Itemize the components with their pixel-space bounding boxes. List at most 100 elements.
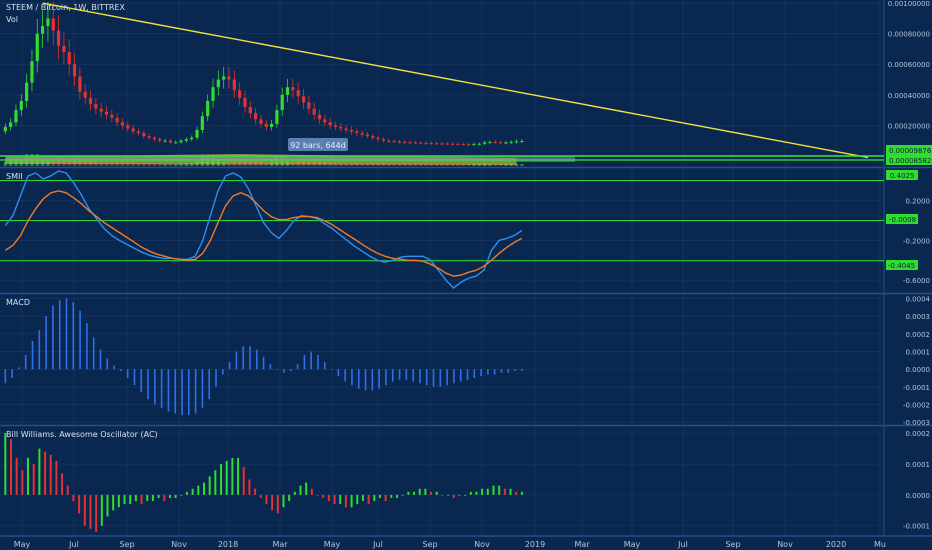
y-tick-label: -0.0002 <box>903 402 930 410</box>
x-tick-label: Mu <box>874 540 886 549</box>
candle-body <box>222 76 226 80</box>
x-tick-label: 2019 <box>525 540 545 549</box>
ac-title: Bill Williams. Awesome Oscillator (AC) <box>6 430 158 439</box>
smi-mid-value: -0.0008 <box>889 216 916 224</box>
ac-bar <box>271 494 274 511</box>
macd-bar <box>222 369 224 375</box>
price-lower-badge: 0.00008582 <box>886 155 932 165</box>
candle-body <box>46 18 50 26</box>
symbol-title: STEEM / Bitcoin, 1W, BITTREX <box>6 3 125 12</box>
ac-bar <box>49 454 52 495</box>
candle-body <box>243 97 247 108</box>
candle-body <box>504 142 508 144</box>
candle-body <box>51 18 55 31</box>
y-tick-label: 0.0004 <box>906 296 931 304</box>
candle-body <box>349 130 354 132</box>
candle-body <box>110 114 114 118</box>
macd-bar <box>378 369 380 389</box>
candle-body <box>120 122 125 126</box>
ac-bar <box>293 491 296 495</box>
candle-body <box>216 79 220 88</box>
candle-body <box>152 137 157 140</box>
ac-histogram <box>4 433 523 532</box>
x-tick-label: May <box>624 540 641 549</box>
candle-body <box>25 82 29 101</box>
ac-bar <box>503 488 506 495</box>
ac-bar <box>191 488 194 495</box>
candle-body <box>126 125 130 129</box>
y-tick-label: 0.0002 <box>906 331 931 339</box>
candle-body <box>509 141 513 143</box>
x-tick-label: Mar <box>272 540 288 549</box>
volume-bar <box>445 163 449 166</box>
macd-bar <box>99 349 102 370</box>
smi-title: SMII <box>6 172 23 181</box>
macd-bar <box>18 367 20 370</box>
ac-bar <box>401 494 404 496</box>
candle-body <box>477 143 481 145</box>
candle-body <box>200 116 204 130</box>
macd-bar <box>249 346 251 370</box>
candle-body <box>413 142 417 144</box>
candle-body <box>174 142 178 144</box>
ac-bar <box>384 494 387 502</box>
ac-bar <box>214 470 217 495</box>
macd-bar <box>344 369 346 382</box>
volume-bar <box>451 163 455 166</box>
ac-bar <box>15 457 18 495</box>
candle-body <box>254 113 258 120</box>
candle-body <box>168 140 173 143</box>
macd-bar <box>330 369 333 370</box>
macd-bar <box>303 355 306 370</box>
macd-bar <box>500 369 503 373</box>
macd-bar <box>521 369 523 371</box>
ac-bar <box>174 494 177 498</box>
ac-bar <box>418 488 421 495</box>
macd-bar <box>507 369 510 373</box>
macd-bar <box>473 369 476 379</box>
trendline <box>42 2 869 159</box>
ac-bar <box>10 439 13 495</box>
macd-bar <box>364 369 367 391</box>
ac-bar <box>464 494 467 496</box>
ac-bar <box>197 485 200 495</box>
candle-body <box>136 131 141 134</box>
ac-bar <box>361 494 364 502</box>
macd-bar <box>181 369 183 416</box>
price-lower-value: 0.00008582 <box>889 157 931 165</box>
candle-body <box>514 141 519 143</box>
volume-bar <box>413 163 417 166</box>
candle-body <box>317 114 322 120</box>
candle-body <box>227 76 231 80</box>
ac-bar <box>452 494 455 498</box>
macd-bar <box>147 369 149 400</box>
ac-bar <box>515 491 518 495</box>
candle-body <box>451 143 455 145</box>
macd-bar <box>269 363 272 370</box>
candle-body <box>419 142 423 144</box>
measure-label[interactable]: 92 bars, 644d <box>288 138 348 151</box>
ac-bar <box>100 494 103 526</box>
y-tick-label: 0.0000 <box>906 366 931 374</box>
ac-bar <box>123 494 126 505</box>
macd-bar <box>106 358 109 370</box>
ac-bar <box>237 457 240 495</box>
smi-lower-value: -0.4045 <box>888 262 915 270</box>
candle-body <box>72 64 77 77</box>
candle-body <box>392 141 396 143</box>
candle-body <box>259 119 263 124</box>
candle-body <box>99 108 103 112</box>
macd-bar <box>453 369 455 384</box>
ac-bar <box>395 494 398 498</box>
smi-signal-line <box>4 190 523 277</box>
macd-bar <box>208 369 211 400</box>
macd-bar <box>310 351 312 370</box>
ac-bar <box>220 464 223 495</box>
macd-bar <box>459 369 462 382</box>
ac-bar <box>310 488 313 495</box>
ac-bar <box>208 476 211 495</box>
ac-bar <box>333 494 336 505</box>
ac-bar <box>44 451 47 495</box>
ac-bar <box>83 494 86 526</box>
